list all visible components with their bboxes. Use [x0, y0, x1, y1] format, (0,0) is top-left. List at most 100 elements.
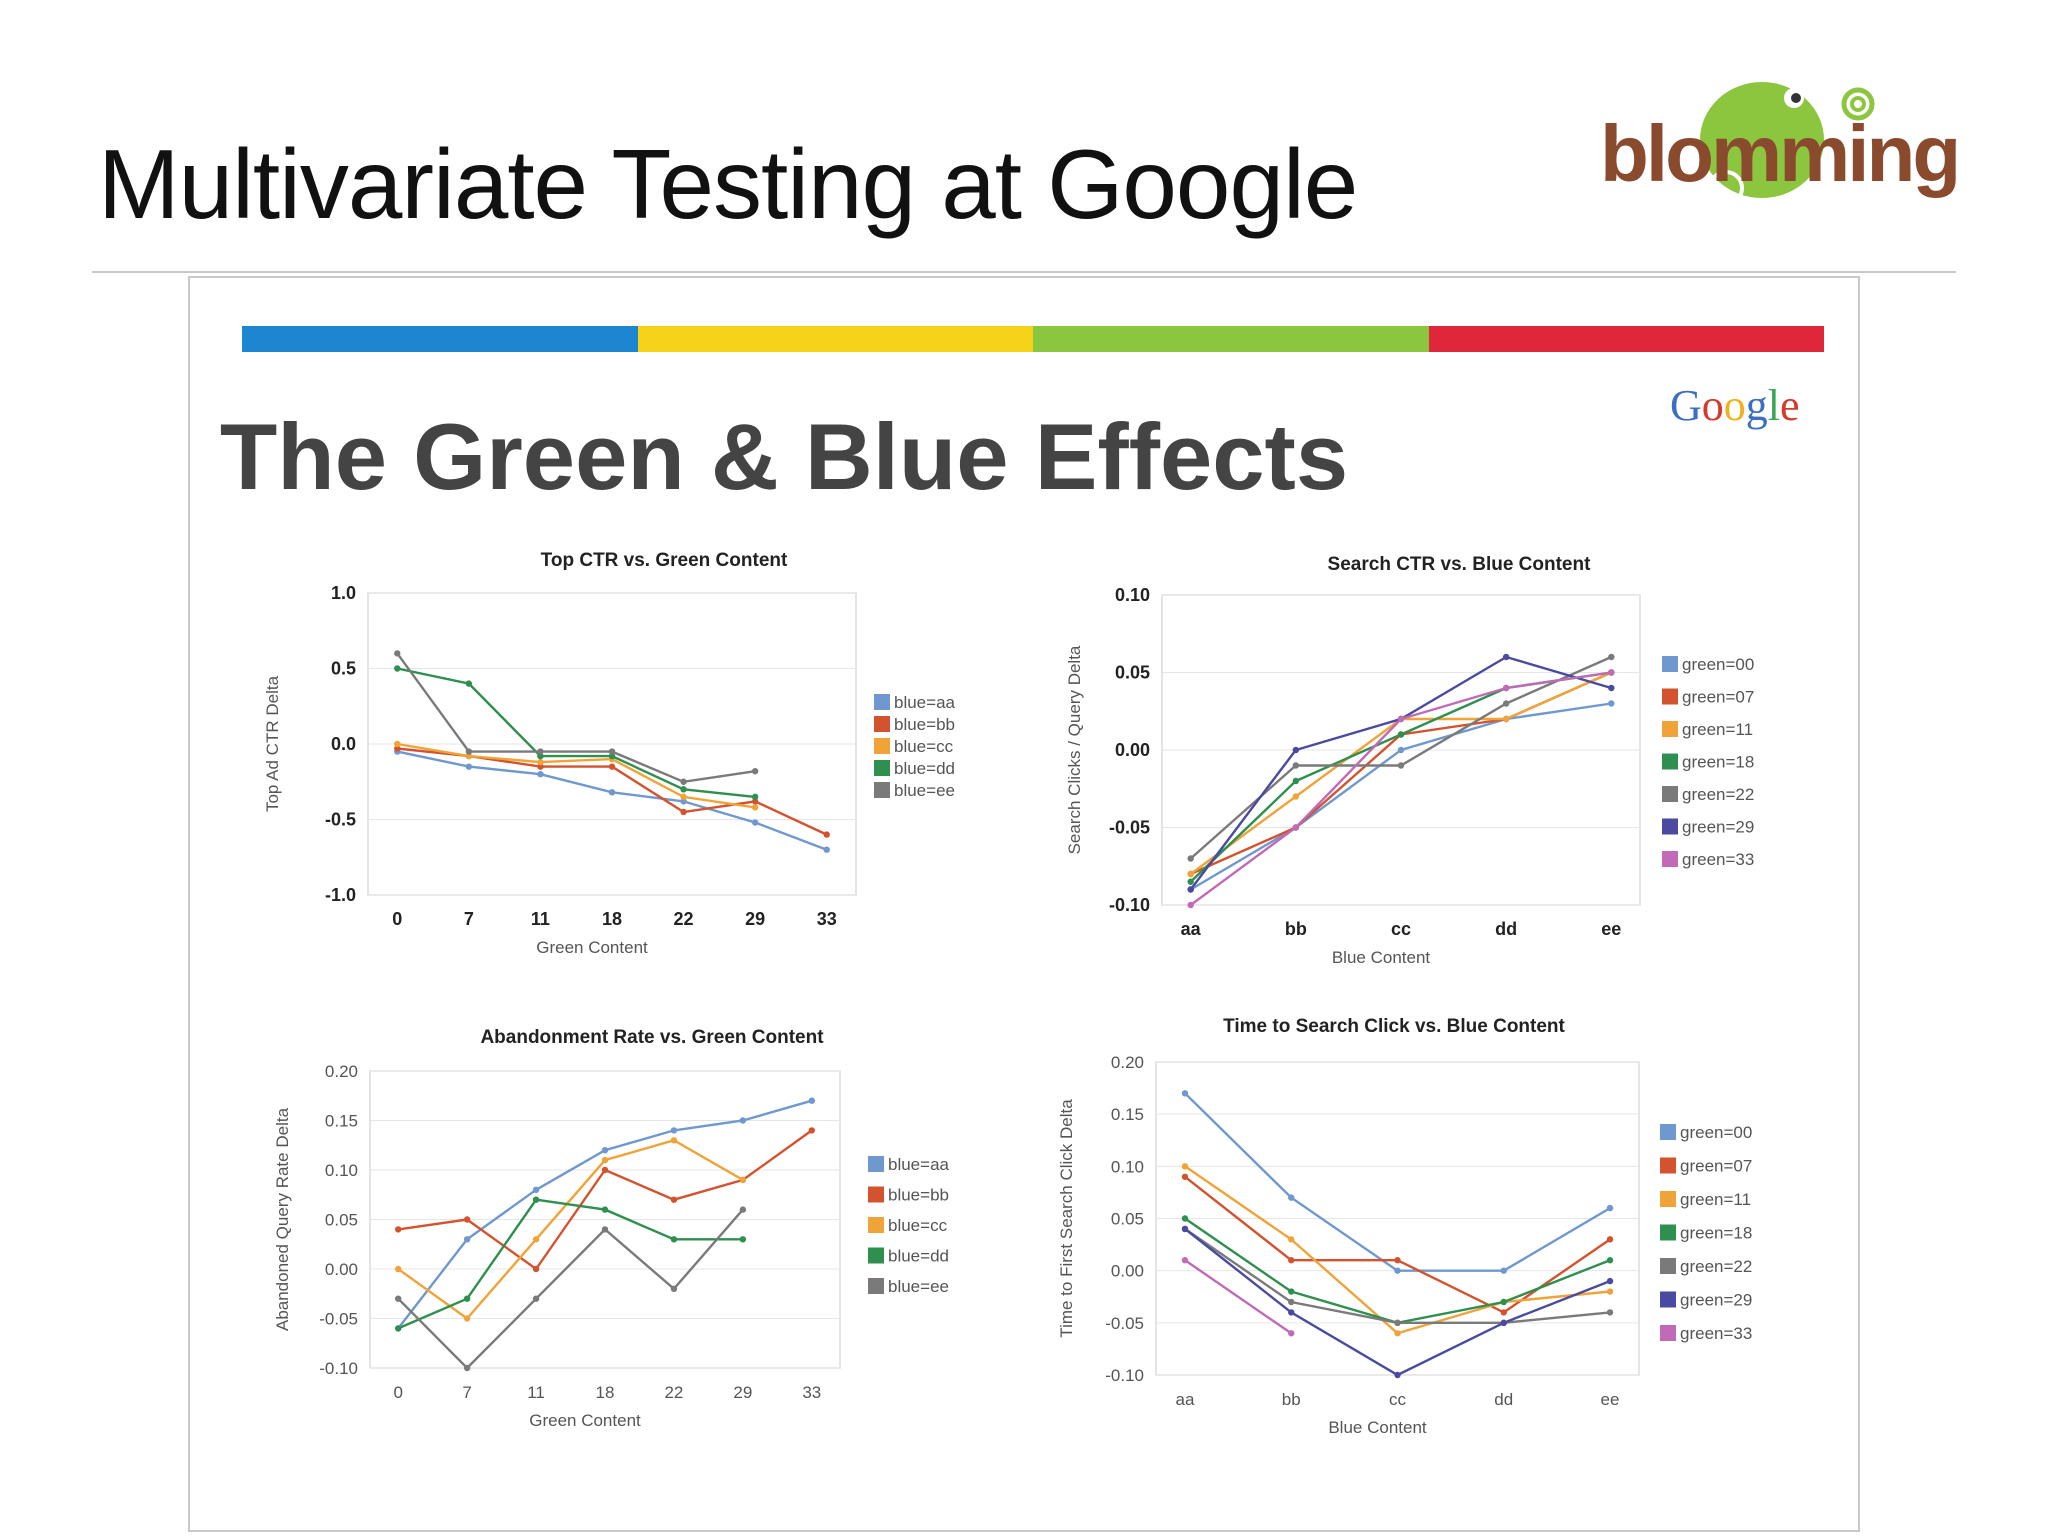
series-line	[397, 1198, 743, 1330]
data-point	[670, 1285, 678, 1292]
chart-title: Search CTR vs. Blue Content	[1328, 554, 1592, 575]
data-point	[670, 1137, 678, 1144]
y-tick-label: 0.00	[1115, 740, 1150, 760]
data-point	[680, 808, 687, 816]
legend-swatch	[868, 1217, 884, 1233]
x-axis-label: Blue Content	[1328, 1418, 1427, 1437]
y-tick-label: 0.20	[325, 1062, 358, 1081]
data-point	[670, 1127, 678, 1134]
data-point	[537, 752, 544, 760]
legend-swatch	[868, 1156, 884, 1172]
legend-swatch	[1660, 1191, 1676, 1207]
series-line	[1189, 671, 1612, 906]
legend-label: blue=aa	[894, 693, 956, 712]
legend-swatch	[874, 760, 890, 776]
chart-0: 1.0 0.5 0.0 -0.5 -1.0 0 7 11 18 22 29 33 Top CTR vs.…	[263, 550, 956, 957]
data-point	[1187, 855, 1194, 862]
legend-swatch	[1660, 1291, 1676, 1308]
data-point	[1187, 886, 1194, 893]
legend-swatch	[1662, 851, 1678, 867]
data-point	[537, 763, 544, 770]
data-point	[1500, 1298, 1507, 1306]
series-line	[1184, 1175, 1611, 1314]
y-tick-label: 0.00	[1111, 1262, 1144, 1281]
y-tick-label: -0.10	[319, 1359, 358, 1378]
data-point	[601, 1226, 609, 1233]
y-tick-label: -0.10	[1109, 895, 1150, 915]
legend-swatch	[1662, 721, 1678, 737]
data-point	[1288, 1309, 1295, 1316]
legend-swatch	[1660, 1258, 1676, 1274]
series-line	[1189, 655, 1612, 860]
legend-swatch	[874, 782, 890, 798]
chameleon-icon	[1700, 82, 1875, 206]
data-point	[1608, 669, 1615, 676]
data-point	[680, 786, 687, 793]
data-point	[1500, 1309, 1507, 1316]
x-tick-label: dd	[1495, 919, 1517, 939]
legend-label: blue=bb	[894, 715, 955, 734]
y-tick-label: 0.10	[1111, 1157, 1144, 1176]
legend-swatch	[1660, 1224, 1676, 1241]
plot-area	[1161, 594, 1641, 906]
data-point	[465, 752, 473, 760]
plot-area	[1155, 1061, 1640, 1376]
series-line	[1190, 671, 1612, 876]
legend-label: blue=dd	[888, 1247, 949, 1266]
data-point	[537, 748, 544, 755]
x-tick-label: ee	[1601, 1390, 1620, 1409]
x-tick-label: 33	[817, 909, 837, 929]
data-point	[601, 1206, 609, 1213]
data-point	[532, 1295, 540, 1302]
data-point	[670, 1196, 678, 1203]
data-point	[532, 1196, 540, 1203]
legend-swatch	[1662, 656, 1678, 672]
x-tick-label: cc	[1391, 919, 1411, 939]
data-point	[395, 1295, 402, 1302]
data-point	[465, 763, 473, 770]
series-line	[1184, 1217, 1611, 1325]
data-point	[751, 804, 759, 811]
legend-label: green=07	[1682, 688, 1754, 707]
legend-label: green=18	[1680, 1224, 1752, 1243]
data-point	[1394, 1319, 1401, 1327]
chart-title: Abandonment Rate vs. Green Content	[480, 1027, 824, 1048]
google-logo-letter: G	[1670, 381, 1702, 430]
series-line	[1189, 671, 1612, 883]
data-point	[1500, 1298, 1507, 1306]
data-point	[1394, 1319, 1401, 1327]
legend-swatch	[868, 1247, 884, 1264]
data-point	[680, 798, 687, 805]
series-line	[397, 747, 828, 836]
data-point	[532, 1236, 540, 1243]
legend-label: green=22	[1682, 785, 1754, 804]
data-point	[739, 1176, 747, 1184]
y-tick-label: -0.05	[1109, 818, 1150, 838]
data-point	[1606, 1309, 1614, 1316]
data-point	[1181, 1163, 1189, 1170]
data-point	[1394, 1267, 1401, 1274]
data-point	[1502, 715, 1510, 723]
embedded-slide: Google The Green & Blue Effects 1.0 0.5 0.…	[188, 276, 1860, 1532]
color-bar-yellow	[637, 326, 1033, 352]
data-point	[1502, 715, 1510, 723]
data-point	[395, 1325, 402, 1332]
y-tick-label: 0.05	[1115, 663, 1150, 683]
data-point	[537, 771, 544, 778]
legend-swatch	[1662, 786, 1678, 802]
data-point	[1502, 653, 1510, 661]
x-tick-label: 33	[802, 1383, 821, 1402]
series-line	[397, 1208, 744, 1370]
y-tick-label: 0.00	[325, 1260, 358, 1279]
data-point	[395, 1226, 402, 1233]
chart-2: 0.20 0.15 0.10 0.05 0.00 -0.05 -0.10 0 7 11 18 22 29…	[273, 1027, 950, 1430]
data-point	[1608, 669, 1615, 676]
data-point	[1500, 1319, 1507, 1327]
y-tick-label: 0.15	[325, 1112, 358, 1131]
series-line	[396, 652, 756, 784]
legend-label: green=33	[1682, 850, 1754, 869]
legend-label: green=00	[1682, 655, 1754, 674]
blomming-logo: blomming	[1600, 60, 1961, 220]
data-point	[1500, 1319, 1507, 1327]
chart-3: 0.20 0.15 0.10 0.05 0.00 -0.05 -0.10 aa bb cc dd ee…	[1057, 1016, 1752, 1437]
